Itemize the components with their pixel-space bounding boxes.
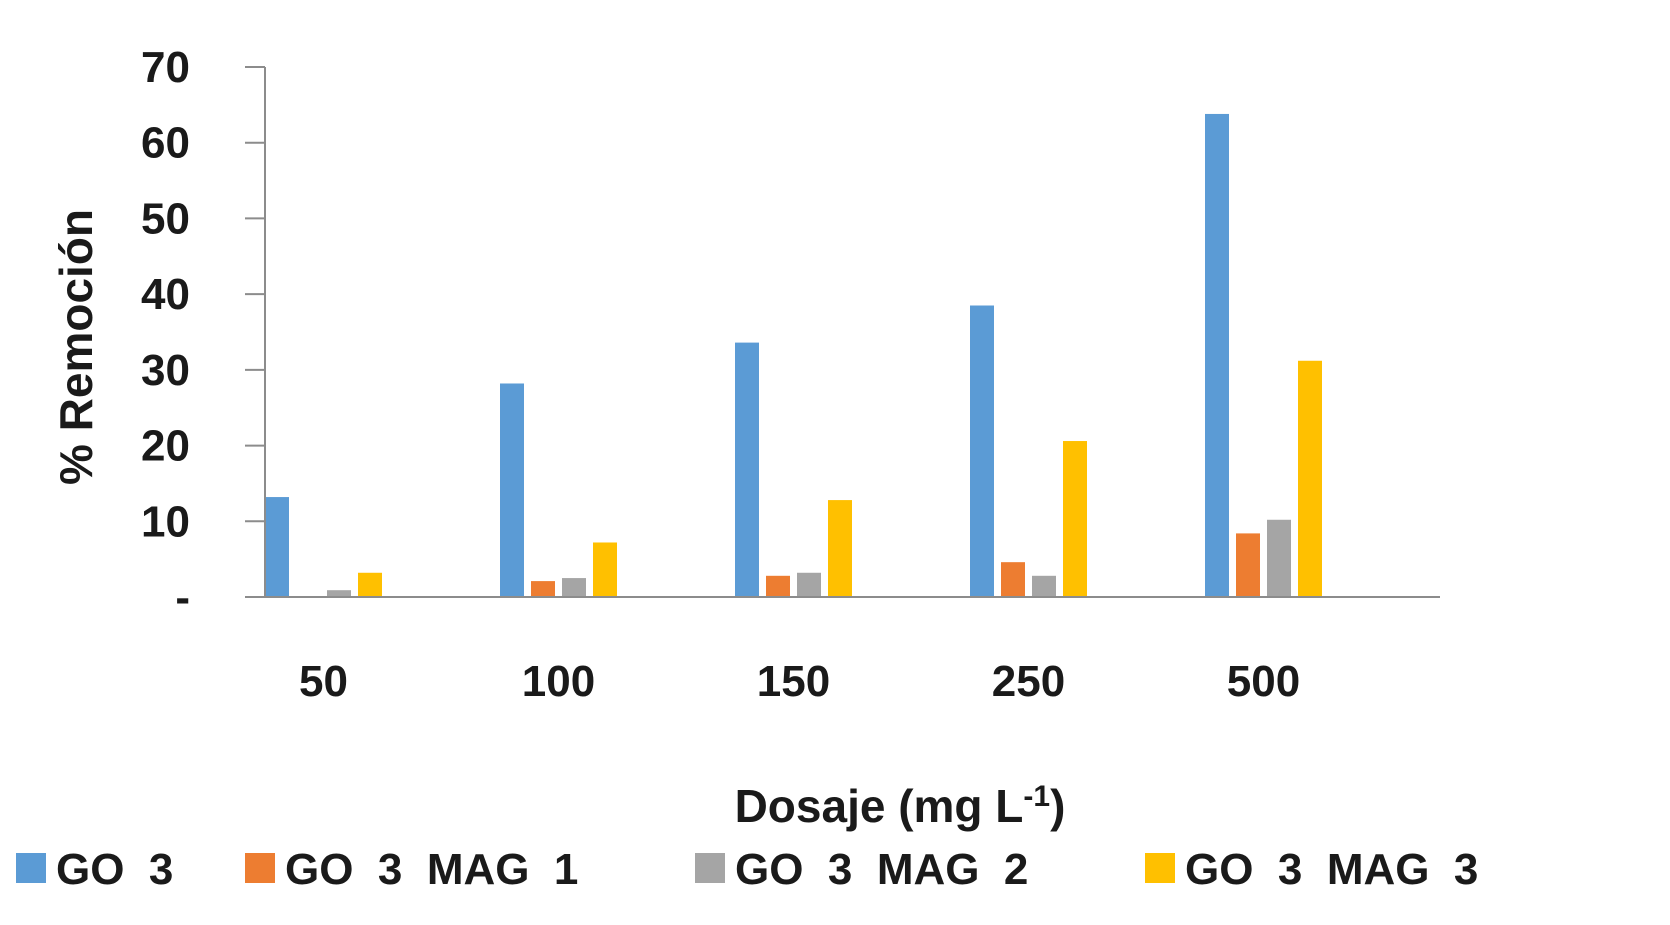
bar-100-series-4 [593, 542, 617, 597]
bar-50-series-4 [358, 572, 382, 597]
bar-100-series-3 [562, 578, 586, 597]
legend-swatch-4 [1145, 853, 1175, 883]
bar-150-series-3 [797, 572, 821, 597]
bar-150-series-2 [766, 575, 790, 597]
y-tick-label: - [175, 573, 190, 622]
y-axis-title: % Remoción [50, 209, 102, 485]
y-tick-label: 10 [141, 497, 190, 546]
x-tick-label: 250 [992, 657, 1065, 706]
x-axis-title-superscript: -1 [1023, 780, 1050, 813]
y-tick-label: 70 [141, 43, 190, 92]
bar-250-series-4 [1063, 441, 1087, 597]
bar-500-series-4 [1298, 360, 1322, 597]
legend-label-1: GO 3 [56, 845, 173, 894]
y-tick-label: 50 [141, 194, 190, 243]
axes-layer [245, 67, 1440, 598]
x-tick-label: 50 [299, 657, 348, 706]
x-ticks: 50 100 150 250 500 [299, 657, 1300, 706]
x-axis-title-suffix: ) [1050, 780, 1065, 832]
x-tick-label: 500 [1227, 657, 1300, 706]
bars-layer [265, 113, 1322, 597]
legend-label-3: GO 3 MAG 2 [735, 845, 1028, 894]
y-ticks: - 10 20 30 40 50 60 70 [141, 43, 265, 622]
bar-50-series-1 [265, 497, 289, 597]
bar-100-series-2 [531, 581, 555, 597]
legend-swatch-1 [16, 853, 46, 883]
bar-250-series-2 [1001, 562, 1025, 597]
bar-500-series-1 [1205, 113, 1229, 597]
y-tick-label: 30 [141, 346, 190, 395]
bar-50-series-3 [327, 590, 351, 597]
legend: GO 3 GO 3 MAG 1 GO 3 MAG 2 GO 3 MAG 3 [16, 845, 1478, 894]
x-tick-label: 150 [757, 657, 830, 706]
x-tick-label: 100 [522, 657, 595, 706]
x-axis-title: Dosaje (mg L-1) [735, 780, 1066, 832]
legend-swatch-2 [245, 853, 275, 883]
x-axis-title-main: Dosaje (mg L [735, 780, 1024, 832]
bar-500-series-3 [1267, 519, 1291, 597]
y-tick-label: 20 [141, 422, 190, 471]
bar-250-series-3 [1032, 575, 1056, 597]
legend-label-4: GO 3 MAG 3 [1185, 845, 1478, 894]
legend-label-2: GO 3 MAG 1 [285, 845, 578, 894]
legend-swatch-3 [695, 853, 725, 883]
bar-150-series-4 [828, 500, 852, 597]
bar-500-series-2 [1236, 533, 1260, 597]
y-tick-label: 60 [141, 119, 190, 168]
bar-250-series-1 [970, 305, 994, 597]
bar-100-series-1 [500, 383, 524, 597]
bar-150-series-1 [735, 342, 759, 597]
y-tick-label: 40 [141, 270, 190, 319]
